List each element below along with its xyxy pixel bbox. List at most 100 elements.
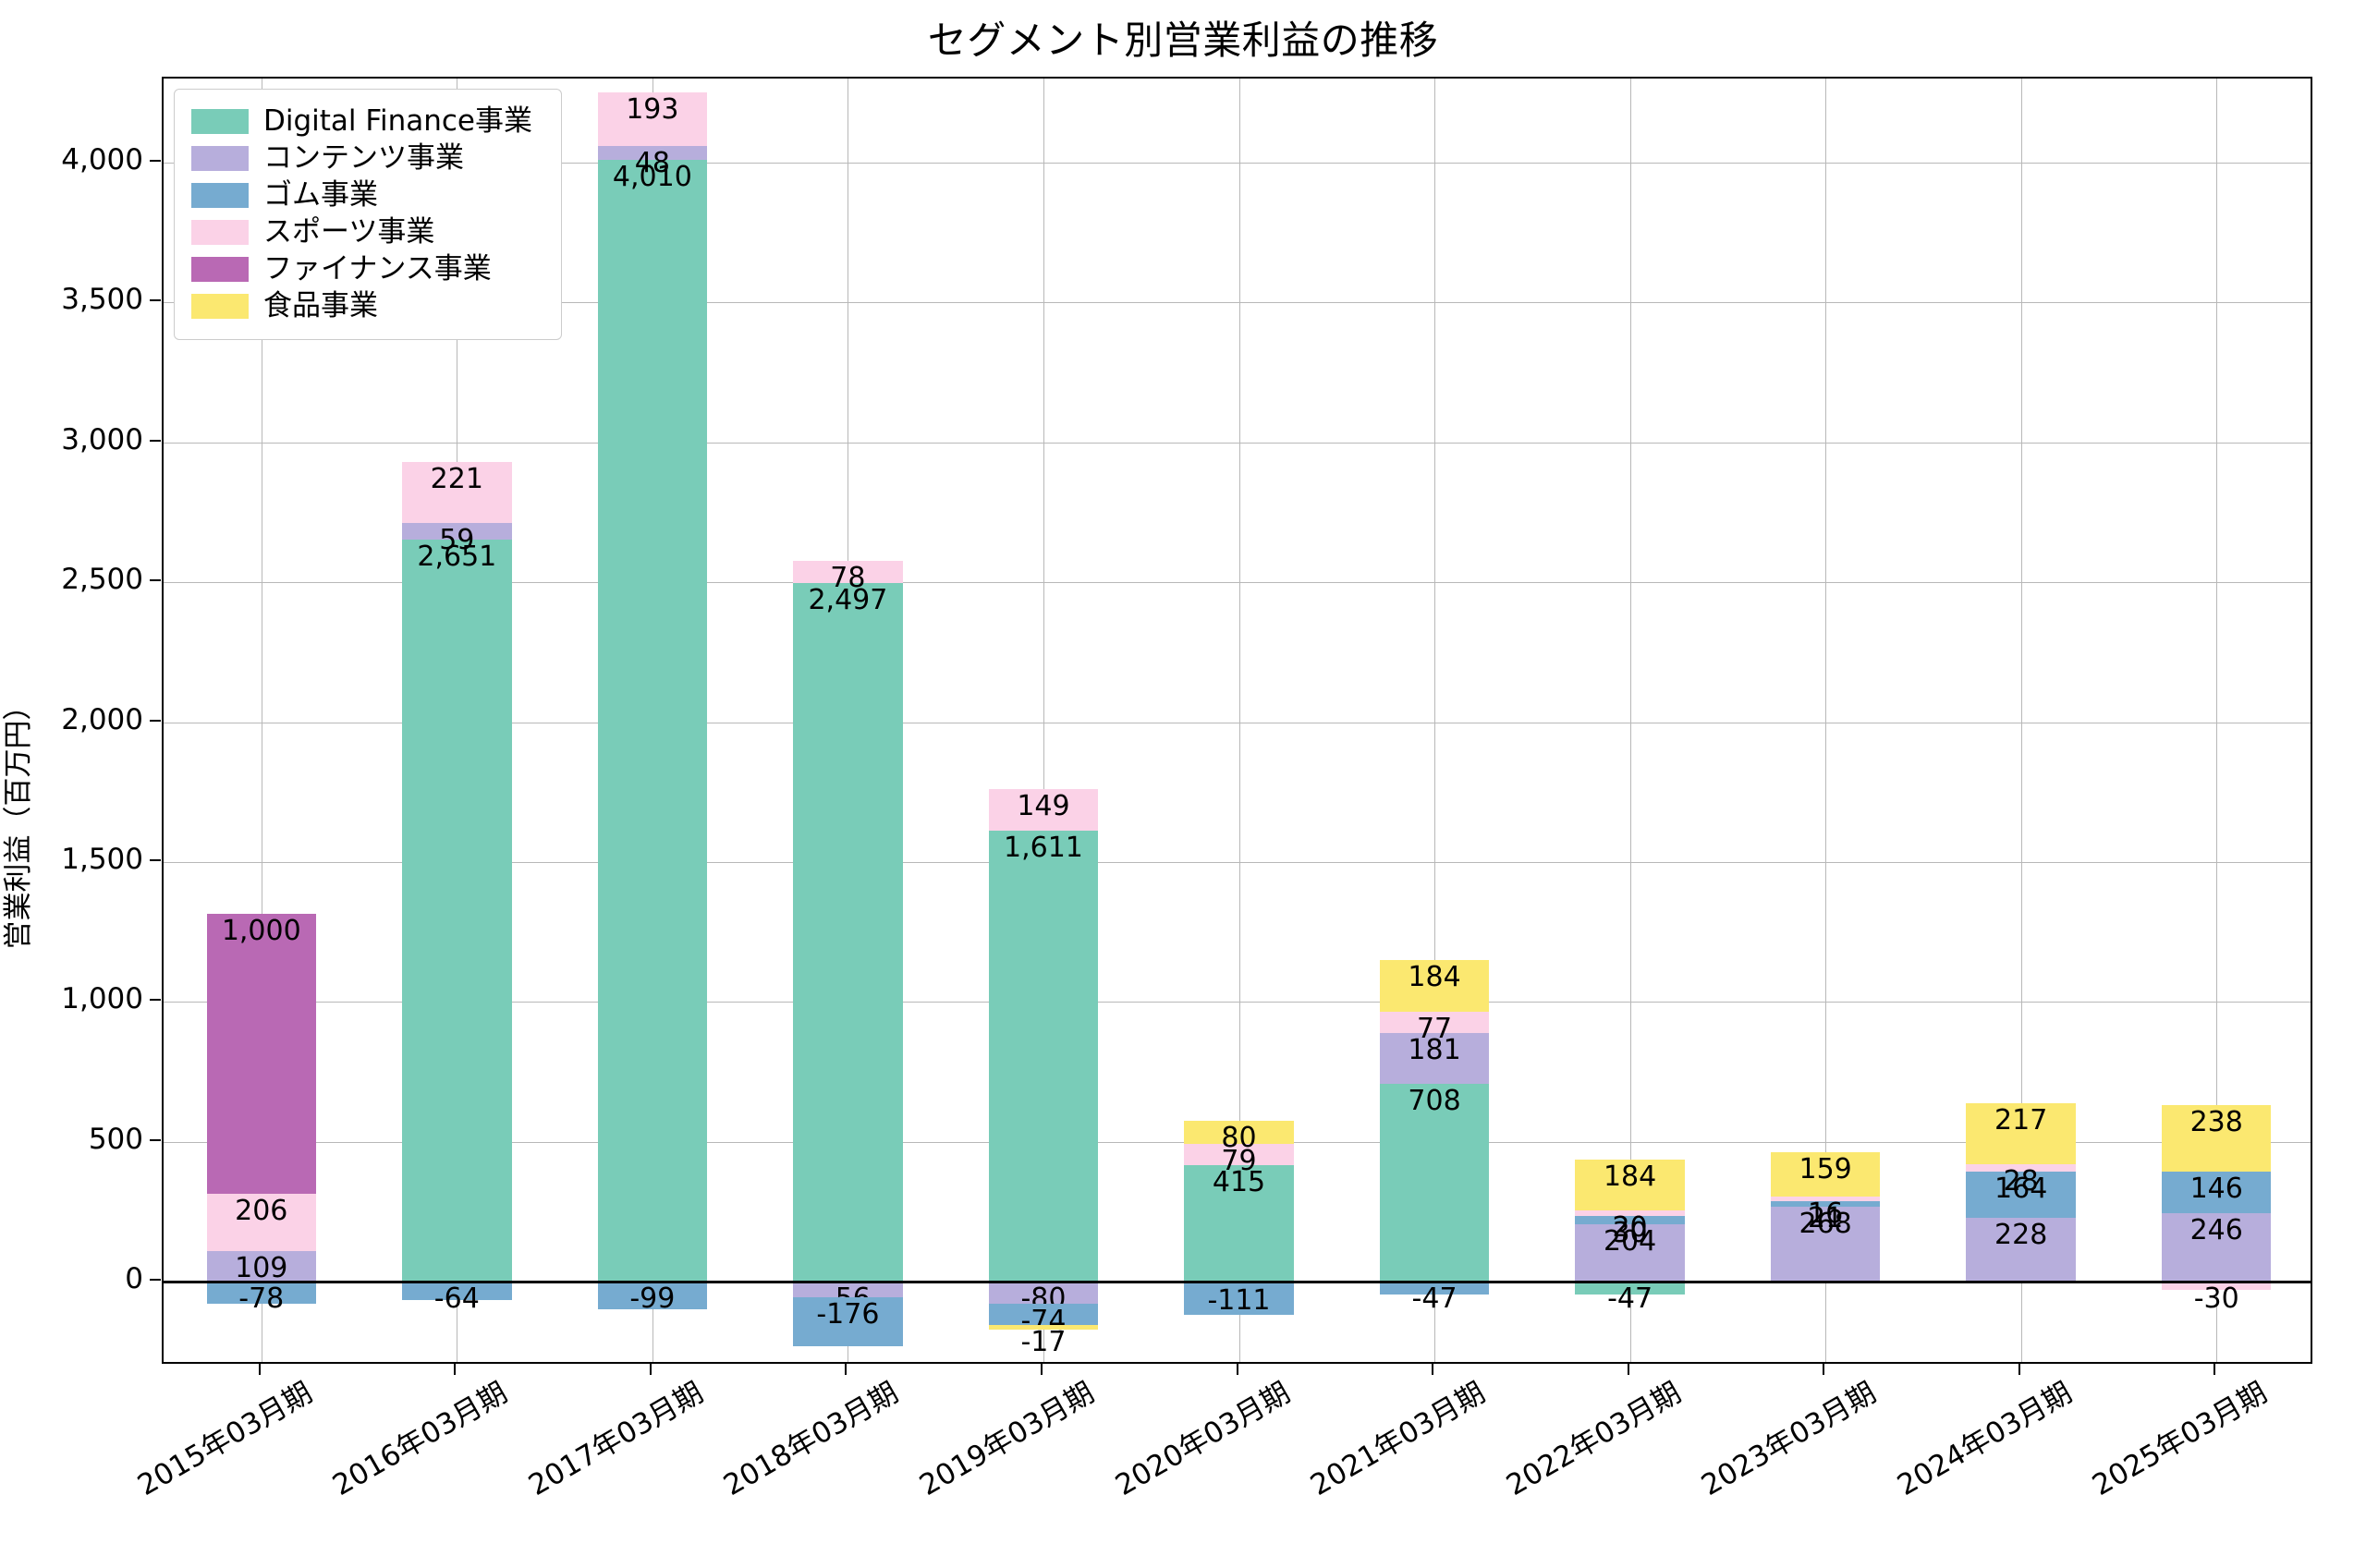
bar-segment[interactable] — [402, 1282, 512, 1300]
x-tick-mark — [2214, 1364, 2216, 1375]
bar-segment[interactable] — [597, 91, 708, 147]
legend-item[interactable]: ゴム事業 — [191, 176, 544, 213]
y-tick-label: 2,000 — [61, 702, 143, 736]
bar-segment[interactable] — [1379, 1282, 1490, 1295]
y-tick-label: 4,000 — [61, 142, 143, 176]
bar-segment[interactable] — [1379, 1011, 1490, 1033]
x-tick-label: 2024年03月期 — [1891, 1376, 2078, 1503]
bar-segment[interactable] — [1966, 1218, 2076, 1282]
bar-segment[interactable] — [1184, 1143, 1294, 1166]
bar-group[interactable]: 4,010 48 193 -99 — [597, 79, 708, 1362]
bar-segment[interactable] — [402, 461, 512, 524]
y-tick-mark — [150, 299, 161, 302]
x-tick-label: 2023年03月期 — [1696, 1376, 1883, 1503]
chart-legend: Digital Finance事業 コンテンツ事業 ゴム事業 スポーツ事業 ファイナンス… — [174, 89, 562, 340]
bar-group[interactable]: 708 181 77 184 -47 — [1379, 79, 1490, 1362]
legend-item-label: Digital Finance事業 — [263, 103, 532, 138]
legend-item[interactable]: スポーツ事業 — [191, 213, 544, 250]
bar-segment[interactable] — [793, 561, 903, 583]
bar-segment[interactable] — [1379, 959, 1490, 1012]
bar-segment[interactable] — [2161, 1105, 2272, 1173]
x-tick-label: 2018年03月期 — [718, 1376, 905, 1503]
bar-segment[interactable] — [1770, 1151, 1881, 1197]
bar-group[interactable]: 268 21 16 159 — [1770, 79, 1881, 1362]
x-tick-mark — [258, 1364, 261, 1375]
bar-segment[interactable] — [988, 1304, 1099, 1325]
bar-segment[interactable] — [1575, 1159, 1685, 1211]
bar-segment[interactable] — [1184, 1121, 1294, 1144]
gridline-horizontal — [164, 302, 2311, 304]
y-tick-mark — [150, 159, 161, 162]
bar-group[interactable]: 204 30 20 184 -47 — [1575, 79, 1685, 1362]
y-tick-label: 1,500 — [61, 842, 143, 876]
legend-item[interactable]: コンテンツ事業 — [191, 140, 544, 176]
legend-item-label: スポーツ事業 — [263, 214, 435, 249]
legend-item-label: コンテンツ事業 — [263, 140, 464, 175]
bar-segment[interactable] — [1379, 1032, 1490, 1084]
bar-segment[interactable] — [597, 159, 708, 1282]
gridline-vertical — [1043, 79, 1044, 1362]
bar-segment[interactable] — [402, 523, 512, 541]
bar-segment[interactable] — [1184, 1282, 1294, 1315]
bar-segment[interactable] — [1966, 1163, 2076, 1173]
legend-item[interactable]: 食品事業 — [191, 287, 544, 324]
bar-segment[interactable] — [1184, 1165, 1294, 1282]
bar-segment[interactable] — [1575, 1282, 1685, 1295]
legend-swatch-icon — [191, 182, 249, 208]
bar-segment[interactable] — [206, 1193, 316, 1252]
bar-segment[interactable] — [206, 913, 316, 1194]
x-tick-mark — [1040, 1364, 1043, 1375]
y-tick-mark — [150, 999, 161, 1002]
x-tick-mark — [845, 1364, 848, 1375]
y-axis-label: 営業利益（百万円） — [0, 692, 37, 950]
x-tick-mark — [454, 1364, 457, 1375]
bar-segment[interactable] — [597, 146, 708, 160]
legend-swatch-icon — [191, 293, 249, 319]
x-tick-label: 2022年03月期 — [1500, 1376, 1687, 1503]
bar-segment[interactable] — [1770, 1196, 1881, 1201]
bar-segment[interactable] — [793, 582, 903, 1282]
bar-segment[interactable] — [206, 1251, 316, 1282]
gridline-vertical — [1825, 79, 1827, 1362]
bar-segment[interactable] — [1575, 1210, 1685, 1217]
bar-segment[interactable] — [1966, 1172, 2076, 1219]
bar-group[interactable]: 228 164 28 217 — [1966, 79, 2076, 1362]
legend-item[interactable]: Digital Finance事業 — [191, 103, 544, 140]
x-tick-mark — [1432, 1364, 1434, 1375]
bar-segment[interactable] — [988, 789, 1099, 832]
legend-item[interactable]: ファイナンス事業 — [191, 250, 544, 287]
bar-segment[interactable] — [1770, 1206, 1881, 1282]
bar-group[interactable]: 246 146 238 -30 — [2161, 79, 2272, 1362]
bar-segment[interactable] — [793, 1282, 903, 1298]
bar-segment[interactable] — [793, 1297, 903, 1347]
x-tick-label: 2016年03月期 — [327, 1376, 514, 1503]
bar-segment[interactable] — [2161, 1172, 2272, 1213]
gridline-vertical — [1238, 79, 1240, 1362]
bar-segment[interactable] — [988, 1282, 1099, 1305]
bar-segment[interactable] — [1770, 1200, 1881, 1207]
bar-segment[interactable] — [1575, 1216, 1685, 1225]
bar-segment[interactable] — [2161, 1282, 2272, 1291]
legend-item-label: ファイナンス事業 — [263, 251, 492, 286]
gridline-horizontal — [164, 162, 2311, 164]
bar-segment[interactable] — [2161, 1212, 2272, 1282]
legend-swatch-icon — [191, 108, 249, 134]
y-tick-mark — [150, 579, 161, 582]
y-tick-label: 2,500 — [61, 563, 143, 597]
bar-segment[interactable] — [402, 540, 512, 1282]
bar-segment[interactable] — [1379, 1083, 1490, 1282]
bar-segment[interactable] — [1966, 1103, 2076, 1164]
bar-segment[interactable] — [988, 831, 1099, 1282]
bar-segment[interactable] — [988, 1324, 1099, 1330]
bar-segment[interactable] — [597, 1282, 708, 1310]
legend-item-label: ゴム事業 — [263, 177, 378, 212]
bar-segment[interactable] — [206, 1282, 316, 1304]
y-tick-mark — [150, 719, 161, 722]
bar-group[interactable]: 1,611 149 -80 -74 -17 — [988, 79, 1099, 1362]
y-tick-label: 0 — [125, 1262, 143, 1296]
y-tick-mark — [150, 858, 161, 861]
gridline-vertical — [1434, 79, 1436, 1362]
bar-segment[interactable] — [1575, 1224, 1685, 1282]
